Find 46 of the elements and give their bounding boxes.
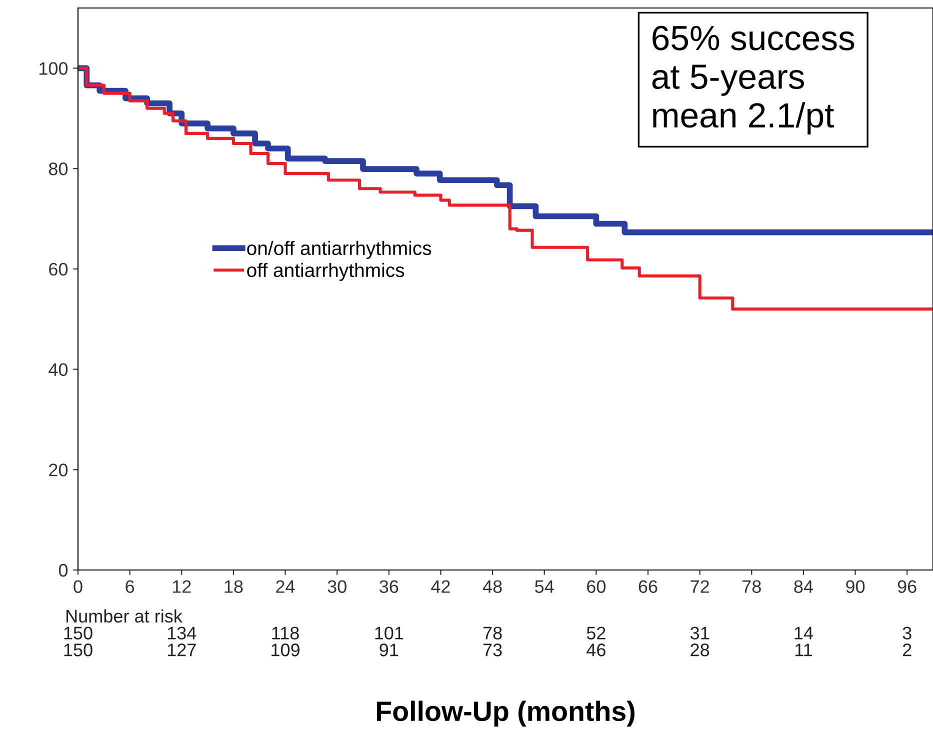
x-tick-label: 0: [74, 580, 82, 593]
x-tick-label: 90: [846, 580, 865, 593]
y-tick-label: 40: [48, 363, 68, 376]
text: 78: [483, 626, 502, 640]
x-tick-label: 42: [431, 580, 450, 593]
x-tick-label: 72: [690, 580, 709, 593]
text: 91: [380, 644, 398, 656]
x-tick-label: 12: [172, 580, 191, 593]
x-tick-label: 66: [638, 580, 658, 593]
text: 101: [375, 626, 404, 640]
x-tick-label: 30: [328, 580, 346, 593]
text: 3: [902, 626, 912, 640]
y-tick-label: 0: [58, 564, 68, 577]
y-tick-label: 20: [49, 464, 68, 476]
text: 150: [64, 644, 92, 656]
text: Number at risk: [66, 609, 182, 623]
x-tick-label: 18: [224, 580, 243, 593]
text: 28: [690, 644, 710, 656]
x-tick-label: 84: [794, 580, 813, 593]
text: 2: [902, 644, 912, 656]
x-tick-label: 54: [535, 580, 554, 593]
y-tick-label: 100: [40, 62, 68, 75]
y-tick-label: 80: [48, 162, 68, 176]
text: 46: [586, 644, 606, 656]
text: 31: [690, 626, 709, 640]
text: 118: [272, 626, 299, 640]
text: 109: [272, 644, 300, 656]
text: 73: [483, 644, 502, 656]
text: 52: [586, 626, 606, 640]
text: 134: [168, 626, 196, 640]
y-tick-label: 60: [49, 262, 68, 276]
legend-label: on/off antiarrhythmics: [247, 240, 432, 259]
x-tick-label: 24: [276, 580, 295, 593]
x-tick-label: 36: [380, 580, 398, 593]
x-axis-title: Follow-Up (months): [376, 700, 634, 727]
x-tick-label: 6: [126, 580, 134, 593]
text: 14: [794, 626, 813, 640]
x-tick-label: 96: [898, 580, 916, 593]
legend-label: off antiarrhythmics: [247, 262, 404, 281]
x-tick-label: 60: [587, 580, 606, 593]
x-tick-label: 78: [742, 580, 761, 593]
text: 150: [64, 626, 92, 640]
text: 127: [168, 644, 196, 656]
annotation: 65% success at 5-years mean 2.1/pt: [652, 26, 854, 135]
x-tick-label: 48: [482, 580, 502, 593]
text: 11: [795, 644, 812, 656]
